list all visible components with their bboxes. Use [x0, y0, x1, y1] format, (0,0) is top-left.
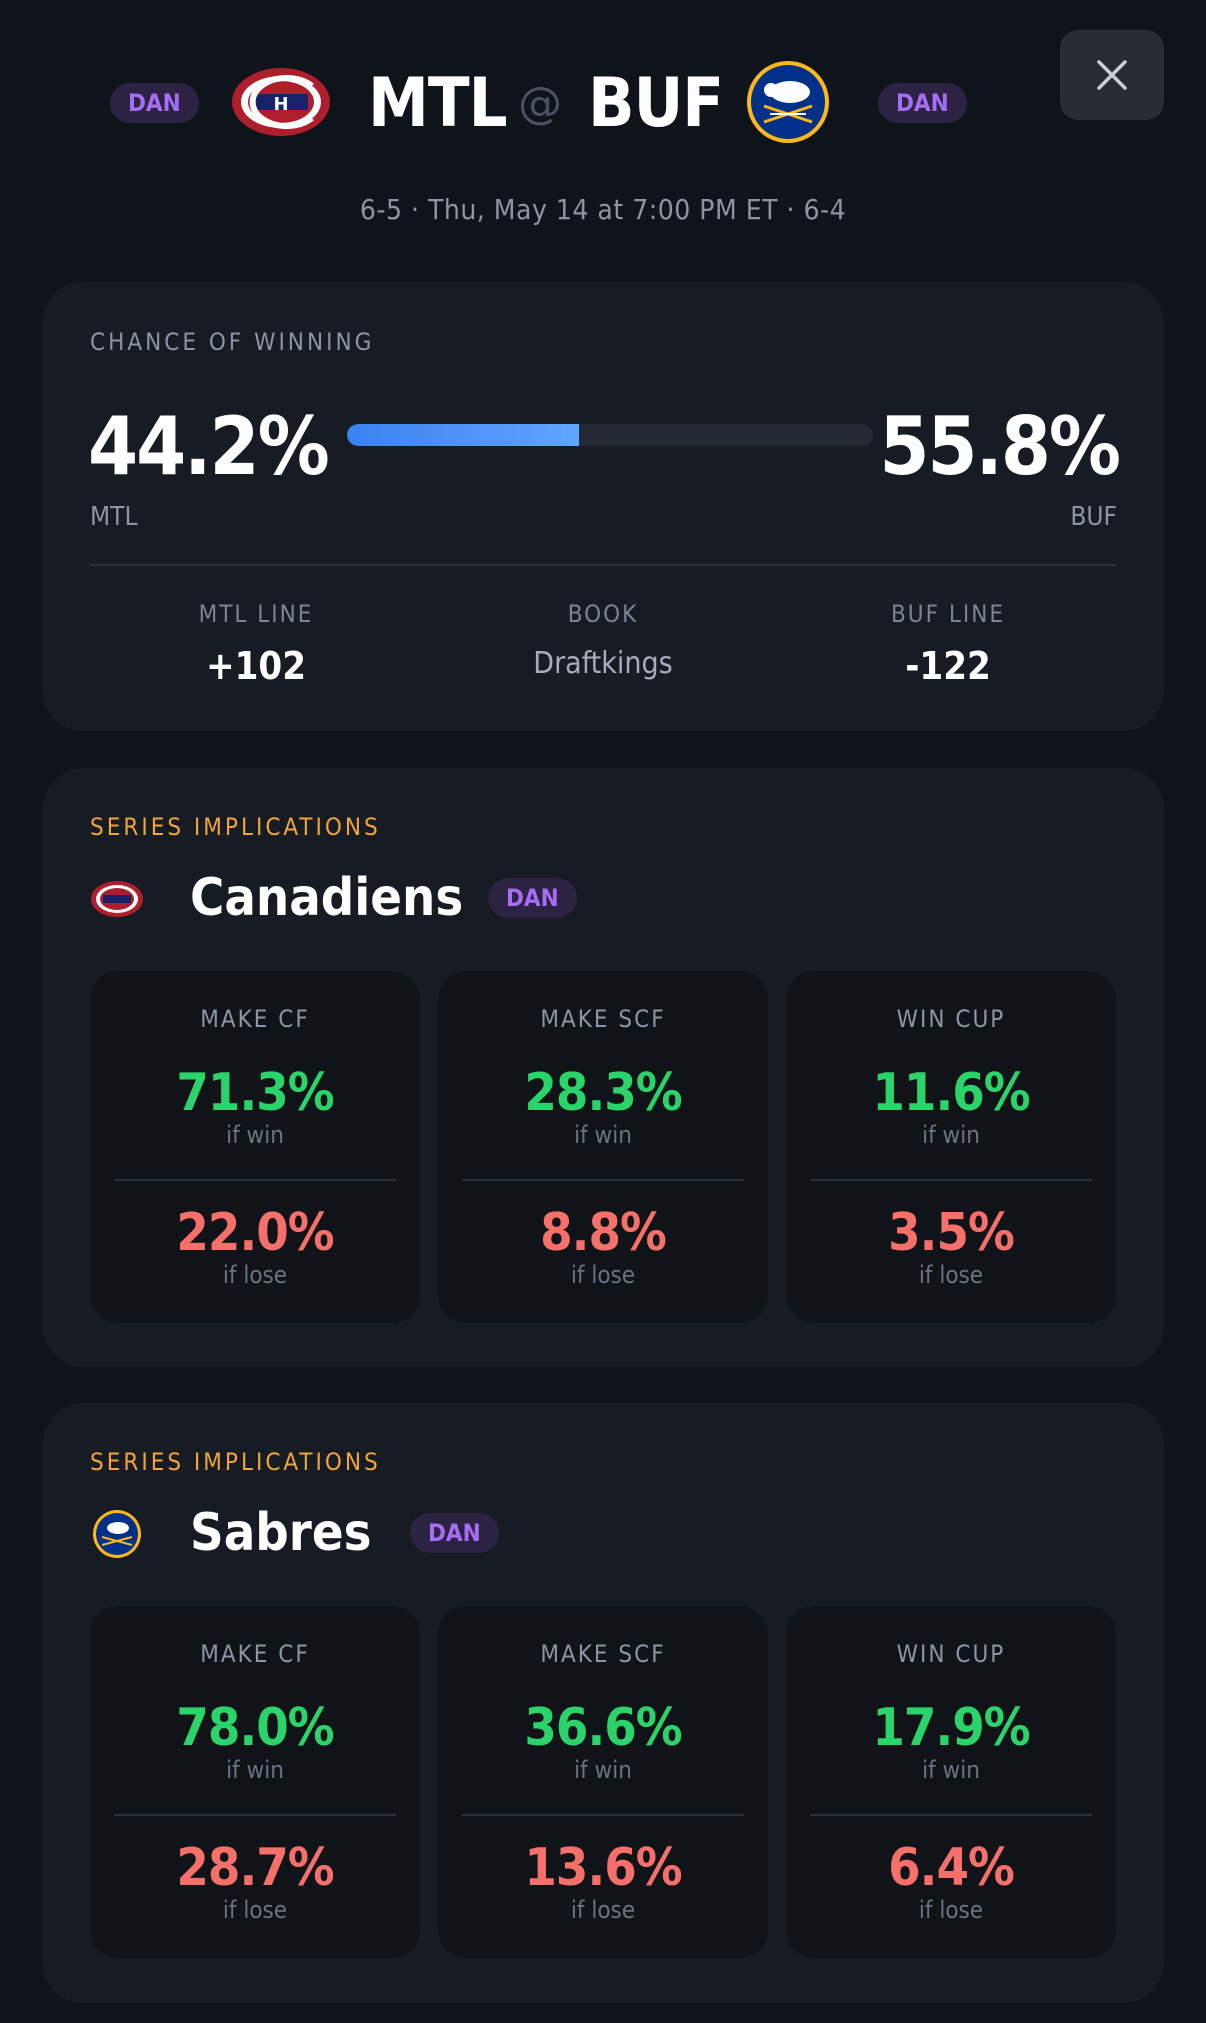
- stat-if-lose: 6.4%: [888, 1838, 1015, 1898]
- stat-if-win: 28.3%: [524, 1063, 682, 1123]
- stat-label: MAKE SCF: [540, 1005, 666, 1033]
- stat-if-win-label: if win: [922, 1121, 980, 1149]
- stat-box-make-scf: MAKE SCF 28.3% if win 8.8% if lose: [438, 971, 768, 1323]
- series-team-badge: DAN: [488, 878, 577, 918]
- stat-label: MAKE SCF: [540, 1640, 666, 1668]
- stat-if-win-label: if win: [574, 1756, 632, 1784]
- stat-if-lose-label: if lose: [570, 1261, 636, 1289]
- away-team-code: MTL: [368, 64, 508, 143]
- stat-if-win: 11.6%: [872, 1063, 1030, 1123]
- stat-label: WIN CUP: [896, 1005, 1006, 1033]
- stat-if-lose-label: if lose: [918, 1261, 984, 1289]
- stat-if-lose-label: if lose: [918, 1896, 984, 1924]
- stat-if-lose: 22.0%: [176, 1203, 334, 1263]
- stat-if-lose-label: if lose: [222, 1896, 288, 1924]
- stat-if-lose-label: if lose: [222, 1261, 288, 1289]
- stat-if-lose: 8.8%: [540, 1203, 667, 1263]
- stat-divider: [810, 1179, 1092, 1181]
- stat-if-win: 36.6%: [524, 1698, 682, 1758]
- series-card-canadiens: SERIES IMPLICATIONS Canadiens DAN MAKE C…: [43, 768, 1164, 1367]
- stat-if-lose: 28.7%: [176, 1838, 334, 1898]
- sabres-logo-icon: [93, 1510, 141, 1558]
- stat-box-win-cup: WIN CUP 11.6% if win 3.5% if lose: [786, 971, 1116, 1323]
- stat-label: MAKE CF: [200, 1640, 310, 1668]
- series-implications-label: SERIES IMPLICATIONS: [90, 813, 381, 841]
- book-col: BOOK Draftkings: [453, 600, 753, 681]
- away-win-pct: 44.2%: [88, 400, 330, 493]
- stat-if-win: 78.0%: [176, 1698, 334, 1758]
- stat-if-lose: 13.6%: [524, 1838, 682, 1898]
- stat-if-win-label: if win: [226, 1756, 284, 1784]
- close-icon: [1097, 60, 1127, 90]
- at-symbol: @: [518, 78, 562, 129]
- sabres-logo-icon: [747, 61, 829, 143]
- win-chance-bar: [347, 424, 873, 446]
- stat-divider: [810, 1814, 1092, 1816]
- stat-box-make-cf: MAKE CF 71.3% if win 22.0% if lose: [90, 971, 420, 1323]
- svg-text:H: H: [273, 94, 288, 115]
- home-win-pct: 55.8%: [879, 400, 1121, 493]
- stat-label: WIN CUP: [896, 1640, 1006, 1668]
- stat-divider: [114, 1179, 396, 1181]
- stat-if-win: 71.3%: [176, 1063, 334, 1123]
- series-team-name: Sabres: [190, 1503, 372, 1563]
- game-info: 6-5 · Thu, May 14 at 7:00 PM ET · 6-4: [359, 193, 847, 226]
- stat-divider: [114, 1814, 396, 1816]
- stat-if-win-label: if win: [922, 1756, 980, 1784]
- win-chance-label: CHANCE OF WINNING: [90, 328, 375, 356]
- stat-if-win: 17.9%: [872, 1698, 1030, 1758]
- home-line-label: BUF LINE: [890, 600, 1006, 628]
- close-button[interactable]: [1060, 30, 1164, 120]
- stat-box-make-scf: MAKE SCF 36.6% if win 13.6% if lose: [438, 1606, 768, 1958]
- win-chance-card: CHANCE OF WINNING 44.2% 55.8% MTL BUF MT…: [43, 282, 1164, 731]
- stat-box-make-cf: MAKE CF 78.0% if win 28.7% if lose: [90, 1606, 420, 1958]
- away-badge: DAN: [110, 83, 199, 123]
- series-implications-label: SERIES IMPLICATIONS: [90, 1448, 381, 1476]
- stat-if-win-label: if win: [574, 1121, 632, 1149]
- home-team-small: BUF: [1070, 502, 1117, 532]
- stat-divider: [462, 1814, 744, 1816]
- stat-divider: [462, 1179, 744, 1181]
- game-header: DAN H MTL @ BUF DAN 6-5 · Thu, May 14 at…: [0, 0, 1206, 260]
- series-team-badge: DAN: [410, 1513, 499, 1553]
- home-badge: DAN: [878, 83, 967, 123]
- canadiens-logo-icon: H: [232, 68, 330, 136]
- away-team-small: MTL: [90, 502, 138, 532]
- book-value: Draftkings: [533, 646, 673, 681]
- stat-if-win-label: if win: [226, 1121, 284, 1149]
- canadiens-logo-icon: [91, 881, 143, 917]
- win-chance-bar-fill: [347, 424, 580, 446]
- home-team-code: BUF: [588, 64, 724, 143]
- win-chance-divider: [90, 564, 1117, 566]
- away-line-label: MTL LINE: [198, 600, 314, 628]
- away-line-value: +102: [205, 644, 306, 688]
- home-line-value: -122: [905, 644, 991, 688]
- away-line-col: MTL LINE +102: [106, 600, 406, 688]
- home-line-col: BUF LINE -122: [798, 600, 1098, 688]
- series-card-sabres: SERIES IMPLICATIONS Sabres DAN MAKE CF 7…: [43, 1403, 1164, 2003]
- stat-if-lose-label: if lose: [570, 1896, 636, 1924]
- stat-if-lose: 3.5%: [888, 1203, 1015, 1263]
- stat-box-win-cup: WIN CUP 17.9% if win 6.4% if lose: [786, 1606, 1116, 1958]
- series-team-name: Canadiens: [190, 868, 464, 928]
- stat-label: MAKE CF: [200, 1005, 310, 1033]
- book-label: BOOK: [567, 600, 639, 628]
